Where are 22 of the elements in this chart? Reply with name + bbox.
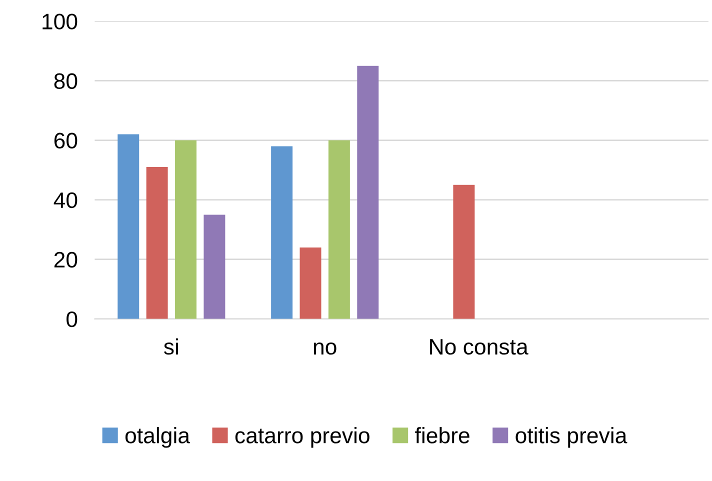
legend-label: catarro previo xyxy=(235,427,370,448)
y-tick-label: 100 xyxy=(42,14,78,30)
x-tick-label: no xyxy=(314,342,336,355)
y-tick-label: 0 xyxy=(66,311,78,328)
bar xyxy=(357,66,379,319)
legend-label: fiebre xyxy=(415,427,470,444)
bar xyxy=(328,140,350,319)
y-tick-label: 80 xyxy=(54,73,78,89)
x-tick-label: No consta xyxy=(430,339,528,355)
bar xyxy=(175,140,196,319)
legend-label: otitis previa xyxy=(516,427,628,448)
x-tick-label: si xyxy=(164,338,178,355)
bar xyxy=(453,184,475,319)
y-tick-label: 20 xyxy=(54,252,78,268)
bar xyxy=(204,214,226,319)
bar xyxy=(118,134,140,319)
y-tick-label: 40 xyxy=(54,192,78,208)
legend-label: otalgia xyxy=(125,427,190,448)
bar xyxy=(271,146,293,319)
y-tick-label: 60 xyxy=(54,132,78,149)
bar xyxy=(300,247,322,319)
bar xyxy=(146,167,168,319)
